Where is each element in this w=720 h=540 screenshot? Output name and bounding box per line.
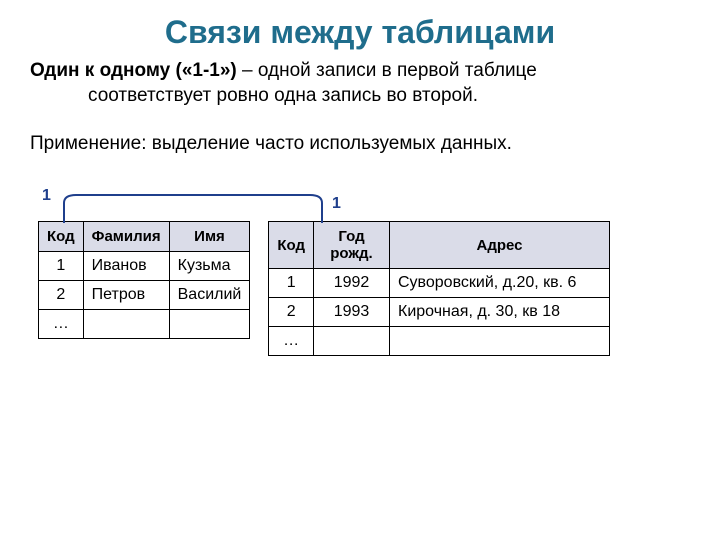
col-header: Имя bbox=[169, 222, 250, 252]
cell: 1992 bbox=[314, 269, 390, 298]
table-row: 1 1992 Суворовский, д.20, кв. 6 bbox=[269, 269, 610, 298]
table-header-row: Код Год рожд. Адрес bbox=[269, 222, 610, 269]
application-text: Применение: выделение часто используемых… bbox=[0, 132, 720, 157]
table-row: 1 Иванов Кузьма bbox=[39, 252, 250, 281]
cell: 1 bbox=[269, 269, 314, 298]
table-right: Код Год рожд. Адрес 1 1992 Суворовский, … bbox=[268, 221, 610, 356]
cell: … bbox=[269, 327, 314, 356]
col-header: Фамилия bbox=[83, 222, 169, 252]
cell bbox=[314, 327, 390, 356]
cell: Суворовский, д.20, кв. 6 bbox=[390, 269, 610, 298]
col-header: Год рожд. bbox=[314, 222, 390, 269]
cardinality-label-right: 1 bbox=[332, 195, 341, 213]
col-header: Код bbox=[269, 222, 314, 269]
cell bbox=[390, 327, 610, 356]
definition-block: Один к одному («1-1») – одной записи в п… bbox=[0, 59, 720, 108]
definition-rest1: – одной записи в первой таблице bbox=[237, 60, 537, 81]
col-header: Код bbox=[39, 222, 84, 252]
slide-title: Связи между таблицами bbox=[0, 0, 720, 59]
cell: … bbox=[39, 310, 84, 339]
cell: 1 bbox=[39, 252, 84, 281]
cell: Иванов bbox=[83, 252, 169, 281]
definition-bold: Один к одному («1-1») bbox=[30, 60, 237, 81]
cell: Кирочная, д. 30, кв 18 bbox=[390, 298, 610, 327]
cell: 1993 bbox=[314, 298, 390, 327]
cell: 2 bbox=[269, 298, 314, 327]
col-header: Адрес bbox=[390, 222, 610, 269]
cell: 2 bbox=[39, 281, 84, 310]
cell: Кузьма bbox=[169, 252, 250, 281]
cell: Петров bbox=[83, 281, 169, 310]
table-row: … bbox=[39, 310, 250, 339]
tables-container: 1 1 Код Фамилия Имя 1 Иванов Кузьма 2 Пе… bbox=[0, 181, 720, 356]
table-row: … bbox=[269, 327, 610, 356]
cell bbox=[83, 310, 169, 339]
cell bbox=[169, 310, 250, 339]
cardinality-label-left: 1 bbox=[42, 187, 51, 205]
table-row: 2 1993 Кирочная, д. 30, кв 18 bbox=[269, 298, 610, 327]
table-header-row: Код Фамилия Имя bbox=[39, 222, 250, 252]
table-row: 2 Петров Василий bbox=[39, 281, 250, 310]
table-left: Код Фамилия Имя 1 Иванов Кузьма 2 Петров… bbox=[38, 221, 250, 339]
definition-rest2: соответствует ровно одна запись во второ… bbox=[30, 85, 478, 106]
cell: Василий bbox=[169, 281, 250, 310]
